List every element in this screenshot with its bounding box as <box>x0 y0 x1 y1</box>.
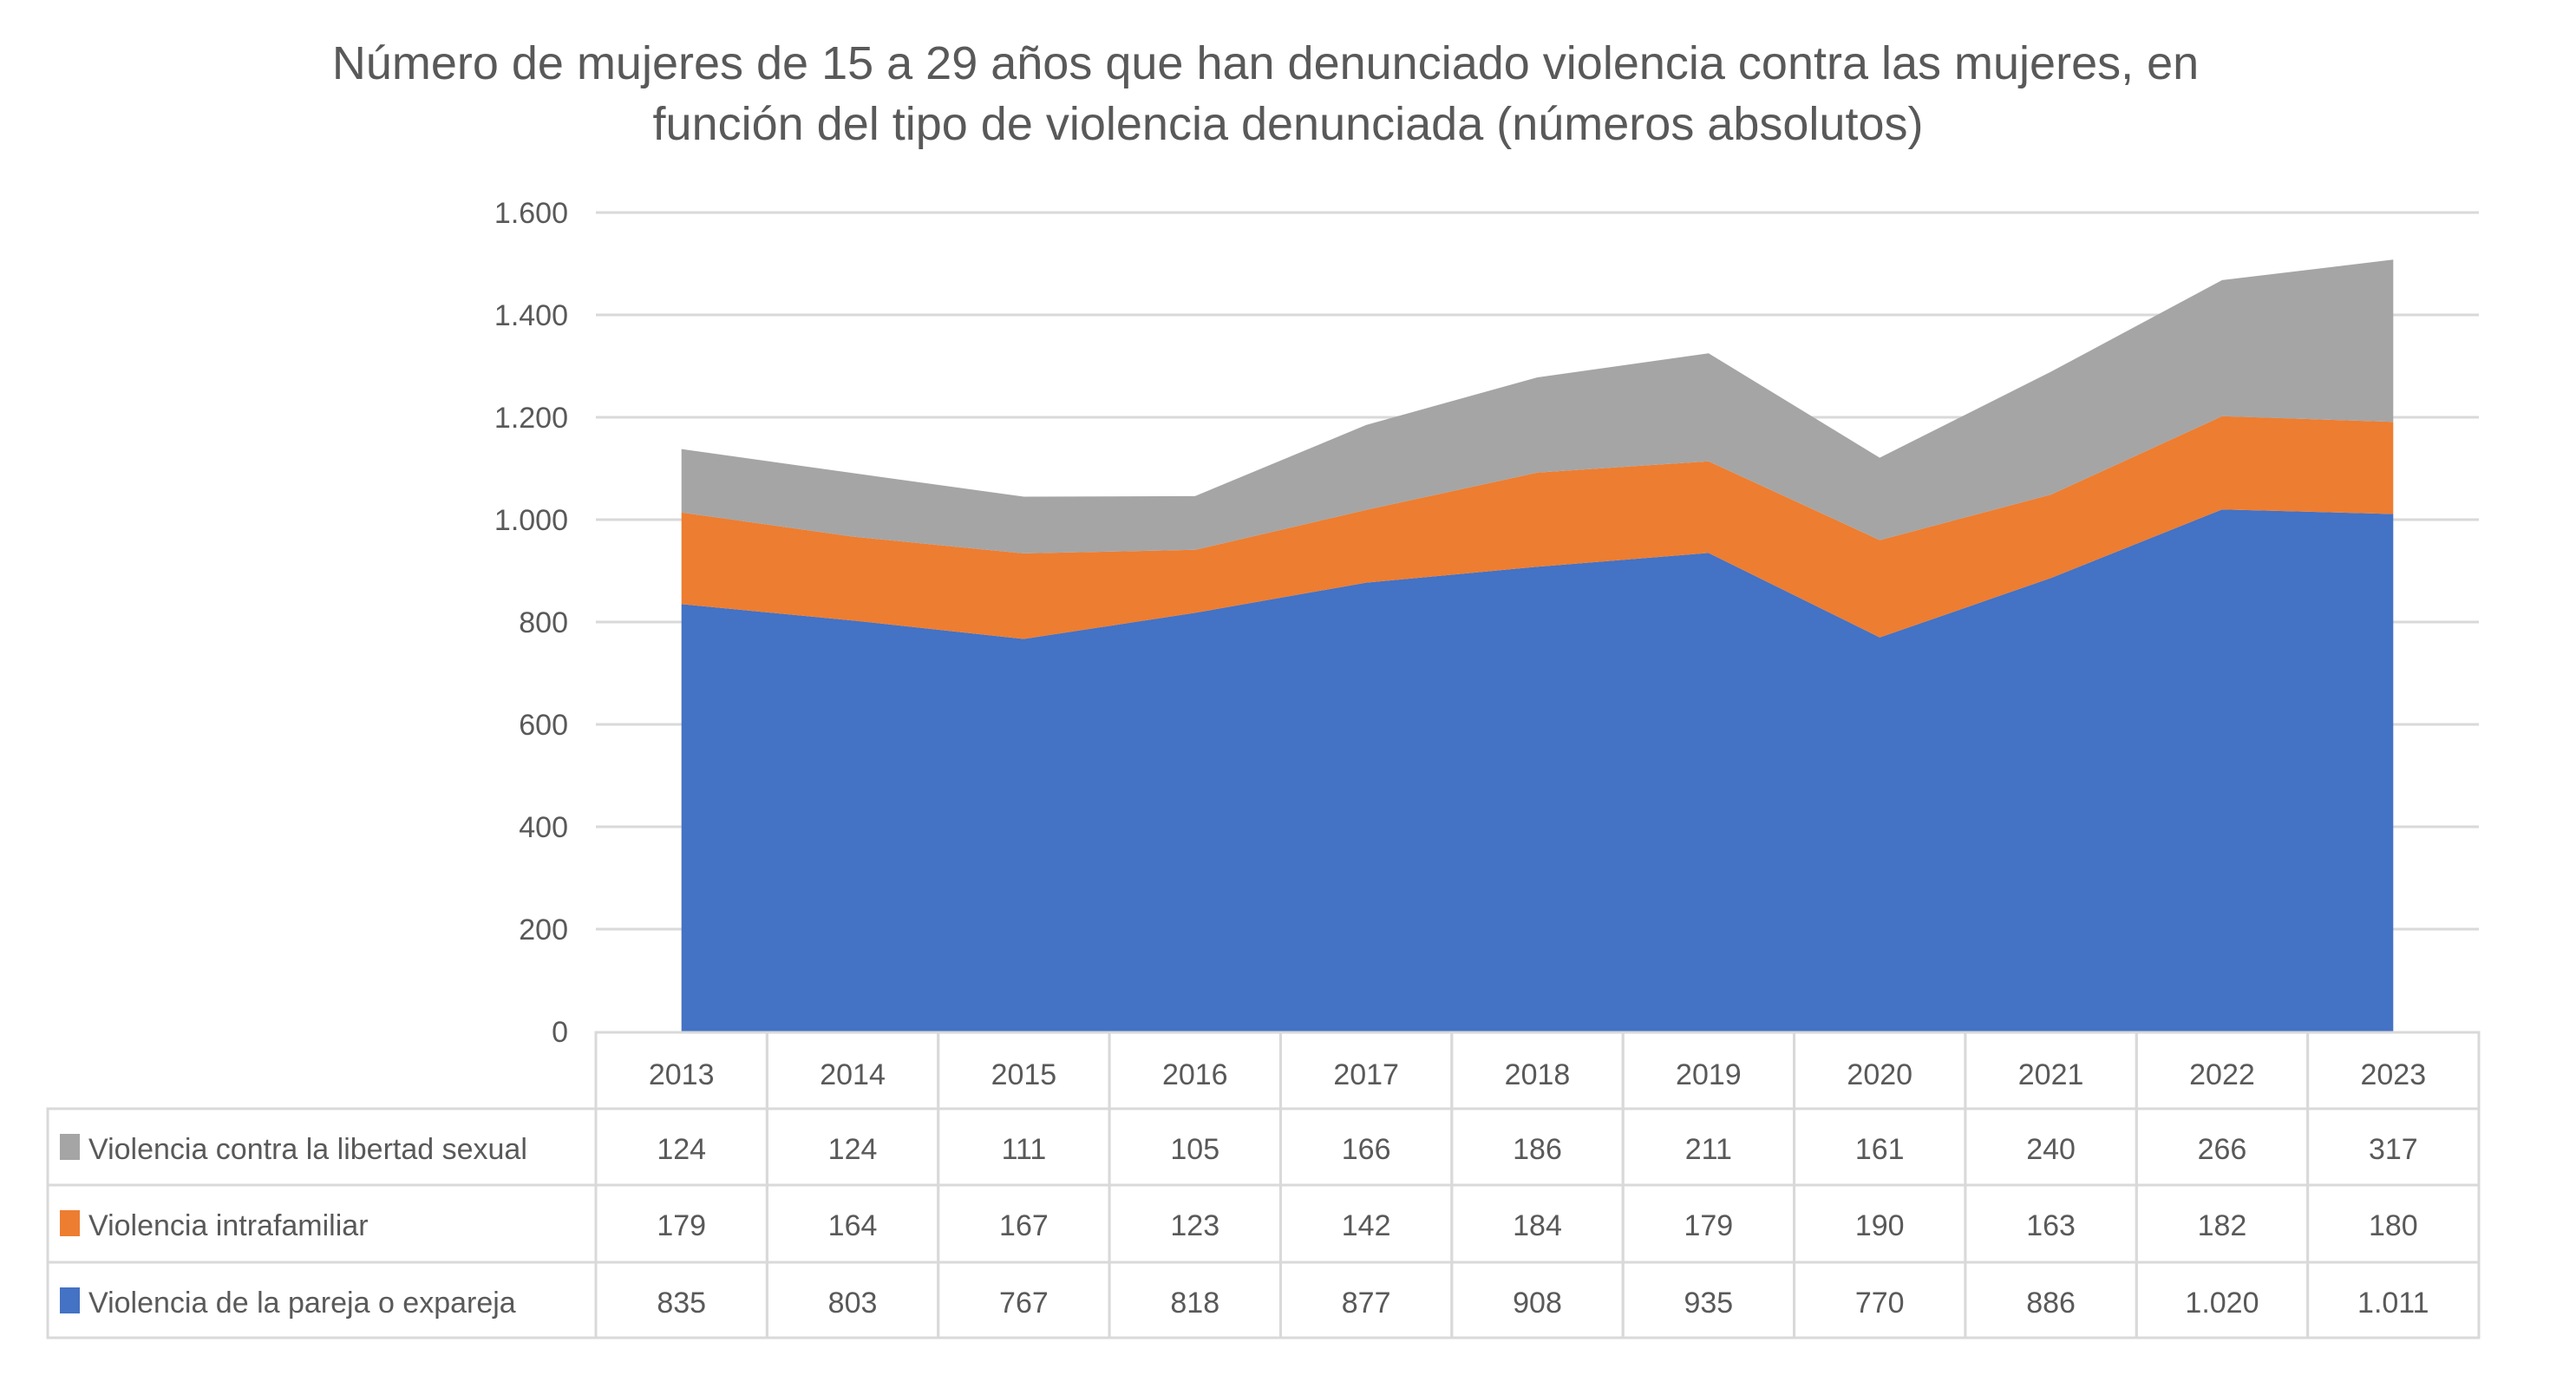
legend-swatch <box>60 1210 80 1236</box>
data-label: 179 <box>657 1209 706 1242</box>
table-cell <box>2306 1261 2481 1339</box>
y-tick-label: 1.600 <box>494 197 568 230</box>
y-tick-label: 400 <box>519 811 568 844</box>
x-tick-label: 2016 <box>1162 1058 1228 1091</box>
y-tick-label: 1.000 <box>494 504 568 537</box>
x-tick-label: 2017 <box>1333 1058 1399 1091</box>
data-label: 184 <box>1513 1209 1562 1242</box>
data-label: 1.011 <box>2357 1287 2429 1320</box>
area-violencia-de-la-pareja-o-expareja <box>681 509 2394 1032</box>
data-label: 111 <box>1002 1133 1047 1166</box>
data-label: 266 <box>2198 1133 2247 1166</box>
data-label: 182 <box>2198 1209 2247 1242</box>
data-label: 124 <box>657 1133 706 1166</box>
x-tick-label: 2023 <box>2360 1058 2426 1091</box>
data-label: 186 <box>1513 1133 1562 1166</box>
legend-swatch <box>60 1287 80 1313</box>
data-label: 161 <box>1855 1133 1905 1166</box>
y-tick-label: 600 <box>519 709 568 742</box>
data-label: 886 <box>2026 1287 2076 1320</box>
data-label: 877 <box>1342 1287 1391 1320</box>
y-tick-label: 0 <box>552 1016 568 1049</box>
x-tick-label: 2015 <box>991 1058 1057 1091</box>
data-label: 803 <box>828 1287 878 1320</box>
data-label: 167 <box>999 1209 1049 1242</box>
data-label: 818 <box>1170 1287 1219 1320</box>
x-tick-label: 2022 <box>2189 1058 2255 1091</box>
data-label: 105 <box>1170 1133 1219 1166</box>
x-tick-label: 2021 <box>2018 1058 2084 1091</box>
legend-swatch <box>60 1134 80 1160</box>
y-tick-label: 1.200 <box>494 402 568 435</box>
data-label: 908 <box>1513 1287 1562 1320</box>
data-label: 1.020 <box>2185 1287 2259 1320</box>
data-label: 164 <box>828 1209 878 1242</box>
data-label: 179 <box>1684 1209 1733 1242</box>
x-tick-label: 2020 <box>1847 1058 1912 1091</box>
data-label: 835 <box>657 1287 706 1320</box>
x-tick-label: 2013 <box>649 1058 715 1091</box>
y-axis-ticks: 0 200 400 600 800 1.000 1.200 1.400 1.600 <box>494 197 568 1049</box>
area-violencia-contra-la-libertad-sexual <box>681 259 2394 553</box>
data-label: 190 <box>1855 1209 1905 1242</box>
y-tick-label: 800 <box>519 606 568 639</box>
data-label: 935 <box>1684 1287 1733 1320</box>
y-tick-label: 200 <box>519 914 568 946</box>
x-tick-label: 2014 <box>820 1058 886 1091</box>
data-label: 123 <box>1170 1209 1219 1242</box>
legend-label: Violencia de la pareja o expareja <box>88 1287 516 1320</box>
data-label: 166 <box>1342 1133 1391 1166</box>
area-violencia-intrafamiliar <box>681 416 2394 639</box>
data-table: 2013 2014 2015 2016 2017 2018 2019 2020 2021 2022… <box>46 1031 2481 1339</box>
data-label: 317 <box>2369 1133 2418 1166</box>
x-tick-label: 2019 <box>1676 1058 1742 1091</box>
data-label: 767 <box>999 1287 1049 1320</box>
data-label: 770 <box>1855 1287 1905 1320</box>
chart-title-line-2: función del tipo de violencia denunciada… <box>652 98 1924 150</box>
data-label: 240 <box>2026 1133 2076 1166</box>
data-label: 180 <box>2369 1209 2418 1242</box>
legend-label: Violencia contra la libertad sexual <box>88 1133 527 1166</box>
chart-title: Número de mujeres de 15 a 29 años que ha… <box>0 33 2576 154</box>
chart-title-line-1: Número de mujeres de 15 a 29 años que ha… <box>331 37 2200 89</box>
area-series <box>681 259 2394 1032</box>
data-label: 211 <box>1685 1133 1732 1166</box>
x-tick-label: 2018 <box>1505 1058 1571 1091</box>
data-label: 163 <box>2026 1209 2076 1242</box>
data-label: 142 <box>1342 1209 1391 1242</box>
y-tick-label: 1.400 <box>494 299 568 332</box>
legend-label: Violencia intrafamiliar <box>88 1209 369 1242</box>
data-label: 124 <box>828 1133 878 1166</box>
